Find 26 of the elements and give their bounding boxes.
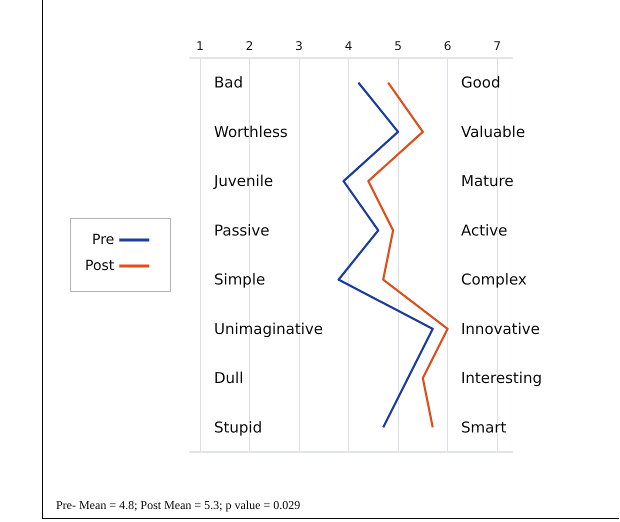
x-tick-label: 6 [444, 39, 452, 53]
y-tick-label: Stupid [214, 418, 262, 436]
y2-tick-label: Good [461, 74, 500, 92]
legend-label: Post [84, 258, 115, 274]
x-tick-label: 5 [394, 39, 402, 53]
y2-tick-label: Mature [461, 172, 514, 190]
x-tick-label: 4 [344, 39, 352, 53]
text: Pre- Mean = 4.8; Post Mean = 5.3; p value = 0.029 [56, 498, 300, 513]
legend-label: Pre [92, 232, 114, 248]
y-tick-label: Passive [214, 221, 270, 240]
x-tick-label: 1 [196, 39, 204, 53]
y2-tick-label: Smart [461, 418, 506, 436]
y-tick-label: Juvenile [213, 172, 274, 190]
y-tick-label: Worthless [214, 122, 288, 141]
y-tick-label: Dull [214, 369, 244, 388]
y2-tick-label: Valuable [461, 122, 526, 141]
x-tick-label: 7 [493, 39, 501, 53]
y-tick-label: Unimaginative [214, 320, 323, 338]
y-tick-label: Simple [214, 270, 266, 289]
x-tick-label: 3 [295, 39, 303, 53]
y2-tick-label: Interesting [461, 369, 542, 388]
y2-tick-label: Complex [461, 270, 527, 289]
y2-tick-label: Active [461, 221, 508, 240]
x-tick-label: 2 [246, 39, 254, 53]
y2-tick-label: Innovative [461, 320, 540, 338]
y-tick-label: Bad [214, 74, 244, 92]
